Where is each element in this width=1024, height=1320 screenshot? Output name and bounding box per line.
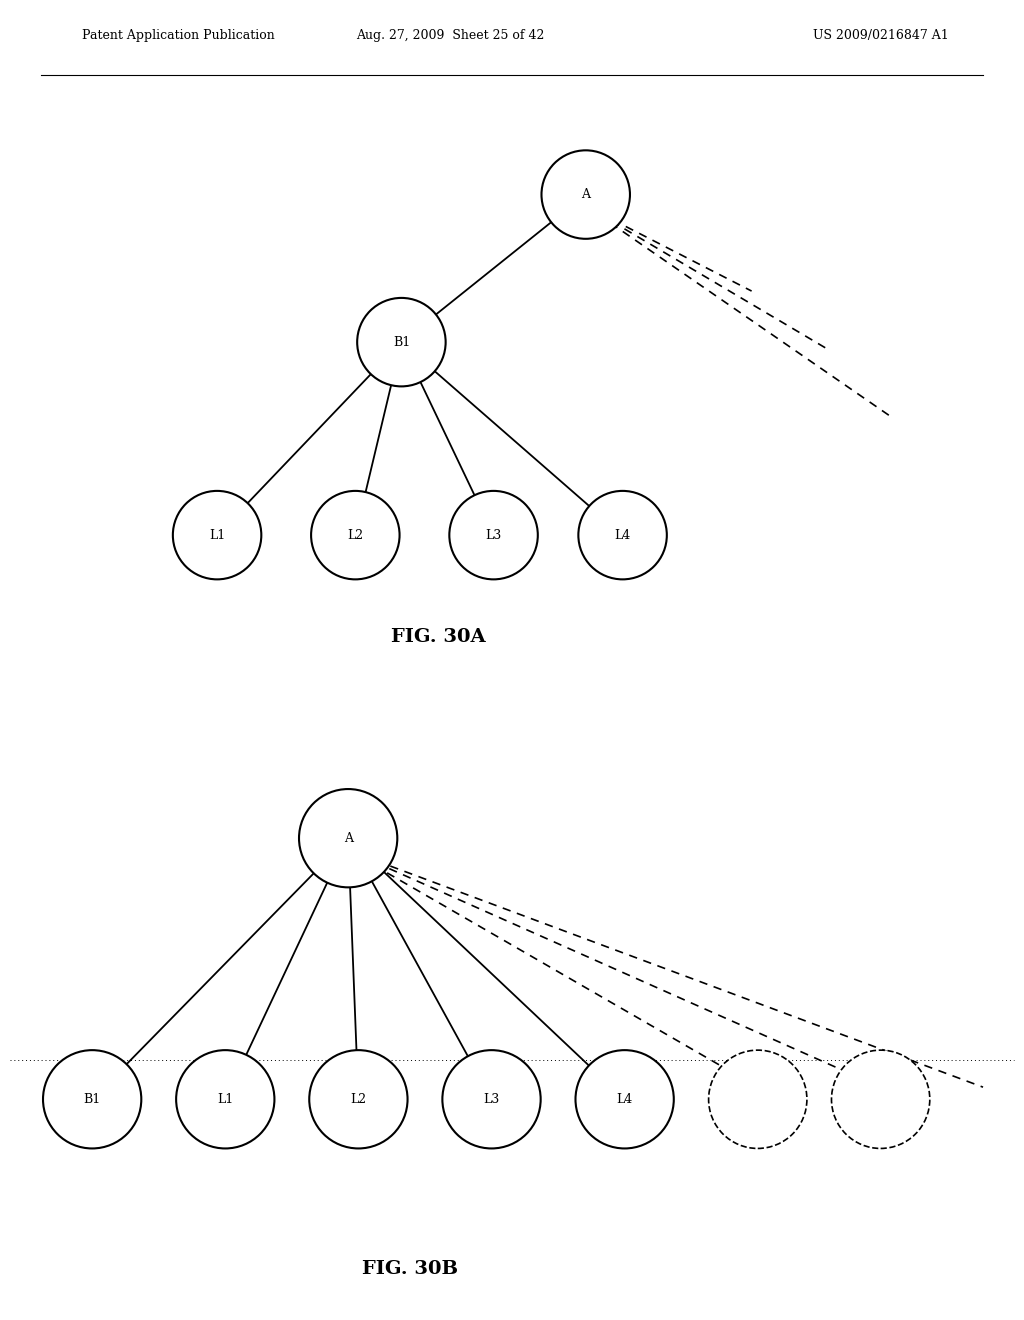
Ellipse shape: [831, 1051, 930, 1148]
Ellipse shape: [176, 1051, 274, 1148]
Ellipse shape: [299, 789, 397, 887]
Text: L2: L2: [350, 1093, 367, 1106]
Ellipse shape: [450, 491, 538, 579]
Text: B1: B1: [393, 335, 410, 348]
Ellipse shape: [173, 491, 261, 579]
Ellipse shape: [357, 298, 445, 387]
Text: L1: L1: [217, 1093, 233, 1106]
Text: L4: L4: [614, 528, 631, 541]
Ellipse shape: [709, 1051, 807, 1148]
Ellipse shape: [309, 1051, 408, 1148]
Ellipse shape: [542, 150, 630, 239]
Text: Aug. 27, 2009  Sheet 25 of 42: Aug. 27, 2009 Sheet 25 of 42: [356, 29, 545, 42]
Ellipse shape: [43, 1051, 141, 1148]
Text: FIG. 30B: FIG. 30B: [361, 1261, 458, 1278]
Text: A: A: [582, 187, 590, 201]
Text: L3: L3: [483, 1093, 500, 1106]
Text: L2: L2: [347, 528, 364, 541]
Text: B1: B1: [84, 1093, 100, 1106]
Text: US 2009/0216847 A1: US 2009/0216847 A1: [813, 29, 948, 42]
Text: FIG. 30A: FIG. 30A: [391, 628, 485, 647]
Text: L4: L4: [616, 1093, 633, 1106]
Text: A: A: [344, 832, 352, 845]
Ellipse shape: [575, 1051, 674, 1148]
Text: L3: L3: [485, 528, 502, 541]
Text: Patent Application Publication: Patent Application Publication: [82, 29, 274, 42]
Ellipse shape: [442, 1051, 541, 1148]
Ellipse shape: [579, 491, 667, 579]
Text: L1: L1: [209, 528, 225, 541]
Ellipse shape: [311, 491, 399, 579]
